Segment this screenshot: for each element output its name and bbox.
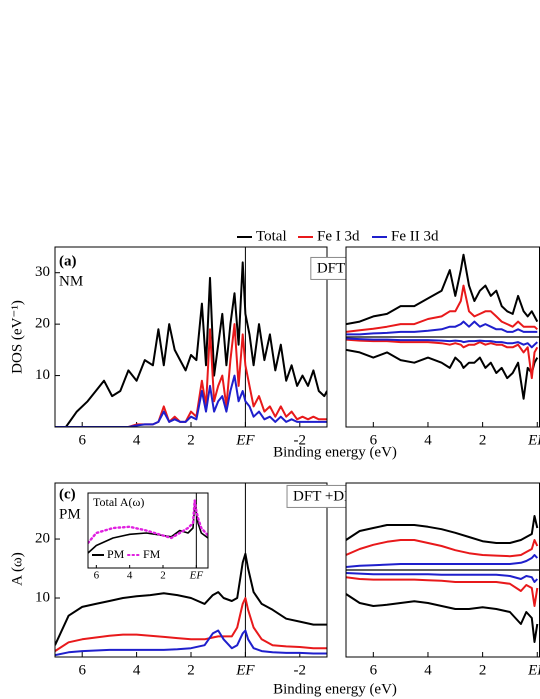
panel-label: NM [59, 273, 83, 289]
series-line [346, 576, 539, 607]
series-line [55, 629, 327, 657]
x-tick-label: 2 [187, 662, 195, 678]
y-tick-label: 20 [35, 316, 50, 332]
x-tick-label: 6 [94, 570, 100, 582]
x-tick-label: 2 [479, 432, 487, 448]
y-tick-label: 10 [35, 367, 50, 383]
x-tick-label: EF [527, 432, 540, 448]
x-tick-label: EF [189, 570, 204, 582]
panel-label: PM [59, 506, 81, 522]
x-tick-label: EF [235, 432, 255, 448]
series-line [346, 515, 539, 544]
x-tick-label: 4 [424, 432, 432, 448]
y-tick-label: 10 [35, 589, 50, 605]
x-tick-label: 6 [370, 662, 378, 678]
series-line [55, 323, 327, 427]
series-line [55, 261, 327, 427]
series-line [55, 597, 327, 652]
x-tick-label: 4 [133, 662, 141, 678]
x-tick-label: 2 [187, 432, 195, 448]
plot-area [88, 493, 208, 568]
x-tick-label: 2 [479, 662, 487, 678]
frame [87, 492, 209, 569]
legend-label: Fe I 3d [317, 228, 360, 244]
inset: 6 4 2 EF Total A(ω) PM FM [87, 492, 209, 582]
series-line [346, 348, 539, 400]
series-line [346, 284, 538, 333]
y-tick-label: 30 [35, 264, 50, 280]
series-line [346, 338, 539, 380]
panel-label: (a) [59, 253, 77, 269]
panel: 6 4 2 EF [345, 246, 540, 448]
x-tick-label: -2 [294, 432, 307, 448]
x-tick-label: 6 [78, 662, 86, 678]
series-line [346, 337, 538, 349]
x-tick-label: 4 [127, 570, 133, 582]
x-axis-label: Binding energy (eV) [273, 681, 397, 697]
series-line [55, 374, 327, 427]
x-tick-label: -2 [294, 662, 307, 678]
series-line [346, 320, 538, 336]
legend-label: Total [256, 228, 287, 244]
series-line [346, 593, 539, 643]
y-axis-label: DOS (eV⁻¹) [9, 300, 25, 374]
series-line [346, 572, 539, 583]
x-tick-label: EF [527, 662, 540, 678]
x-tick-label: 4 [424, 662, 432, 678]
panel: 6 4 2 EF [345, 482, 540, 678]
x-tick-label: 6 [78, 432, 86, 448]
plot-area [55, 247, 327, 427]
series-line [346, 554, 539, 568]
frame [54, 482, 328, 658]
inset-title: Total A(ω) [93, 495, 144, 509]
series-line [346, 539, 539, 558]
x-tick-label: EF [235, 662, 255, 678]
panel: 6 4 2 EF -2 10 20 30 (a) NM DFT DOS (eV⁻¹) Binding e… [9, 246, 397, 460]
x-tick-label: 6 [370, 432, 378, 448]
legend-label: FM [143, 547, 161, 561]
x-tick-label: 2 [160, 570, 166, 582]
y-tick-label: 20 [35, 530, 50, 546]
frame [54, 246, 328, 428]
legend-label: PM [107, 547, 125, 561]
x-axis-label: Binding energy (eV) [273, 444, 397, 460]
x-tick-label: 4 [133, 432, 141, 448]
legend-label: Fe II 3d [391, 228, 439, 244]
series-line [346, 253, 539, 326]
method-label: DFT [317, 260, 345, 276]
panel-label: (c) [59, 486, 76, 502]
series-line [55, 552, 327, 646]
series-line [88, 499, 208, 545]
y-axis-label: A (ω) [9, 552, 25, 586]
